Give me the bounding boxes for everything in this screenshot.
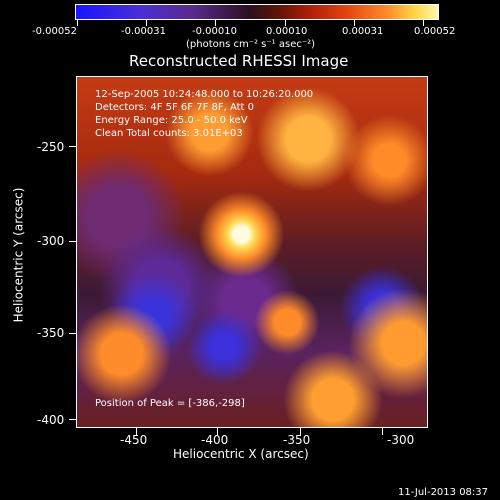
colorbar-tick-label: 0.00031 bbox=[342, 26, 384, 37]
x-tick-label: -300 bbox=[387, 433, 415, 447]
y-axis bbox=[61, 76, 76, 428]
timestamp: 11-Jul-2013 08:37 bbox=[398, 487, 489, 498]
colorbar-tick-label: -0.00010 bbox=[192, 26, 237, 37]
peak-position-label: Position of Peak = [-386,-298] bbox=[95, 398, 245, 409]
x-tick-mark bbox=[217, 428, 218, 435]
x-tick-label: -400 bbox=[201, 433, 229, 447]
colorbar-tick-label: -0.00031 bbox=[121, 26, 166, 37]
y-tick-mark bbox=[69, 333, 76, 334]
colorbar-tick-label: -0.00052 bbox=[32, 26, 77, 37]
colorbar-tick-mark bbox=[77, 20, 78, 26]
x-axis-label: Heliocentric X (arcsec) bbox=[173, 447, 309, 461]
colorbar-tick-mark bbox=[285, 20, 286, 26]
info-line-3: Energy Range: 25.0 - 50.0 keV bbox=[95, 115, 248, 126]
info-line-4: Clean Total counts: 3.01E+03 bbox=[95, 128, 243, 139]
colorbar-tick-label: 0.00052 bbox=[414, 26, 456, 37]
colorbar-units-label: (photons cm⁻² s⁻¹ asec⁻²) bbox=[186, 39, 316, 50]
x-tick-mark bbox=[300, 428, 301, 435]
y-axis-label: Heliocentric Y (arcsec) bbox=[11, 187, 26, 323]
y-tick-mark bbox=[69, 146, 76, 147]
rhessi-image bbox=[76, 76, 428, 428]
x-tick-label: -350 bbox=[283, 433, 311, 447]
colorbar-ticks bbox=[0, 20, 500, 30]
x-tick-mark bbox=[136, 428, 137, 435]
colorbar-tick-mark bbox=[146, 20, 147, 26]
info-line-2: Detectors: 4F 5F 6F 7F 8F, Att 0 bbox=[95, 102, 255, 113]
colorbar-tick-mark bbox=[215, 20, 216, 26]
colorbar-tick-mark bbox=[354, 20, 355, 26]
y-tick-label: -300 bbox=[37, 234, 65, 248]
x-axis bbox=[76, 428, 428, 436]
info-line-1: 12-Sep-2005 10:24:48.000 to 10:26:20.000 bbox=[95, 89, 314, 100]
x-tick-label: -450 bbox=[120, 433, 148, 447]
colorbar bbox=[75, 4, 439, 20]
x-tick-mark bbox=[382, 428, 383, 435]
colorbar-tick-mark bbox=[423, 20, 424, 26]
y-tick-mark bbox=[69, 419, 76, 420]
plot-title: Reconstructed RHESSI Image bbox=[129, 52, 349, 70]
plot-frame bbox=[76, 76, 428, 428]
y-tick-label: -250 bbox=[37, 140, 65, 154]
y-tick-mark bbox=[69, 241, 76, 242]
y-tick-label: -400 bbox=[37, 413, 65, 427]
colorbar-tick-label: 0.00010 bbox=[266, 26, 308, 37]
y-tick-label: -350 bbox=[37, 326, 65, 340]
